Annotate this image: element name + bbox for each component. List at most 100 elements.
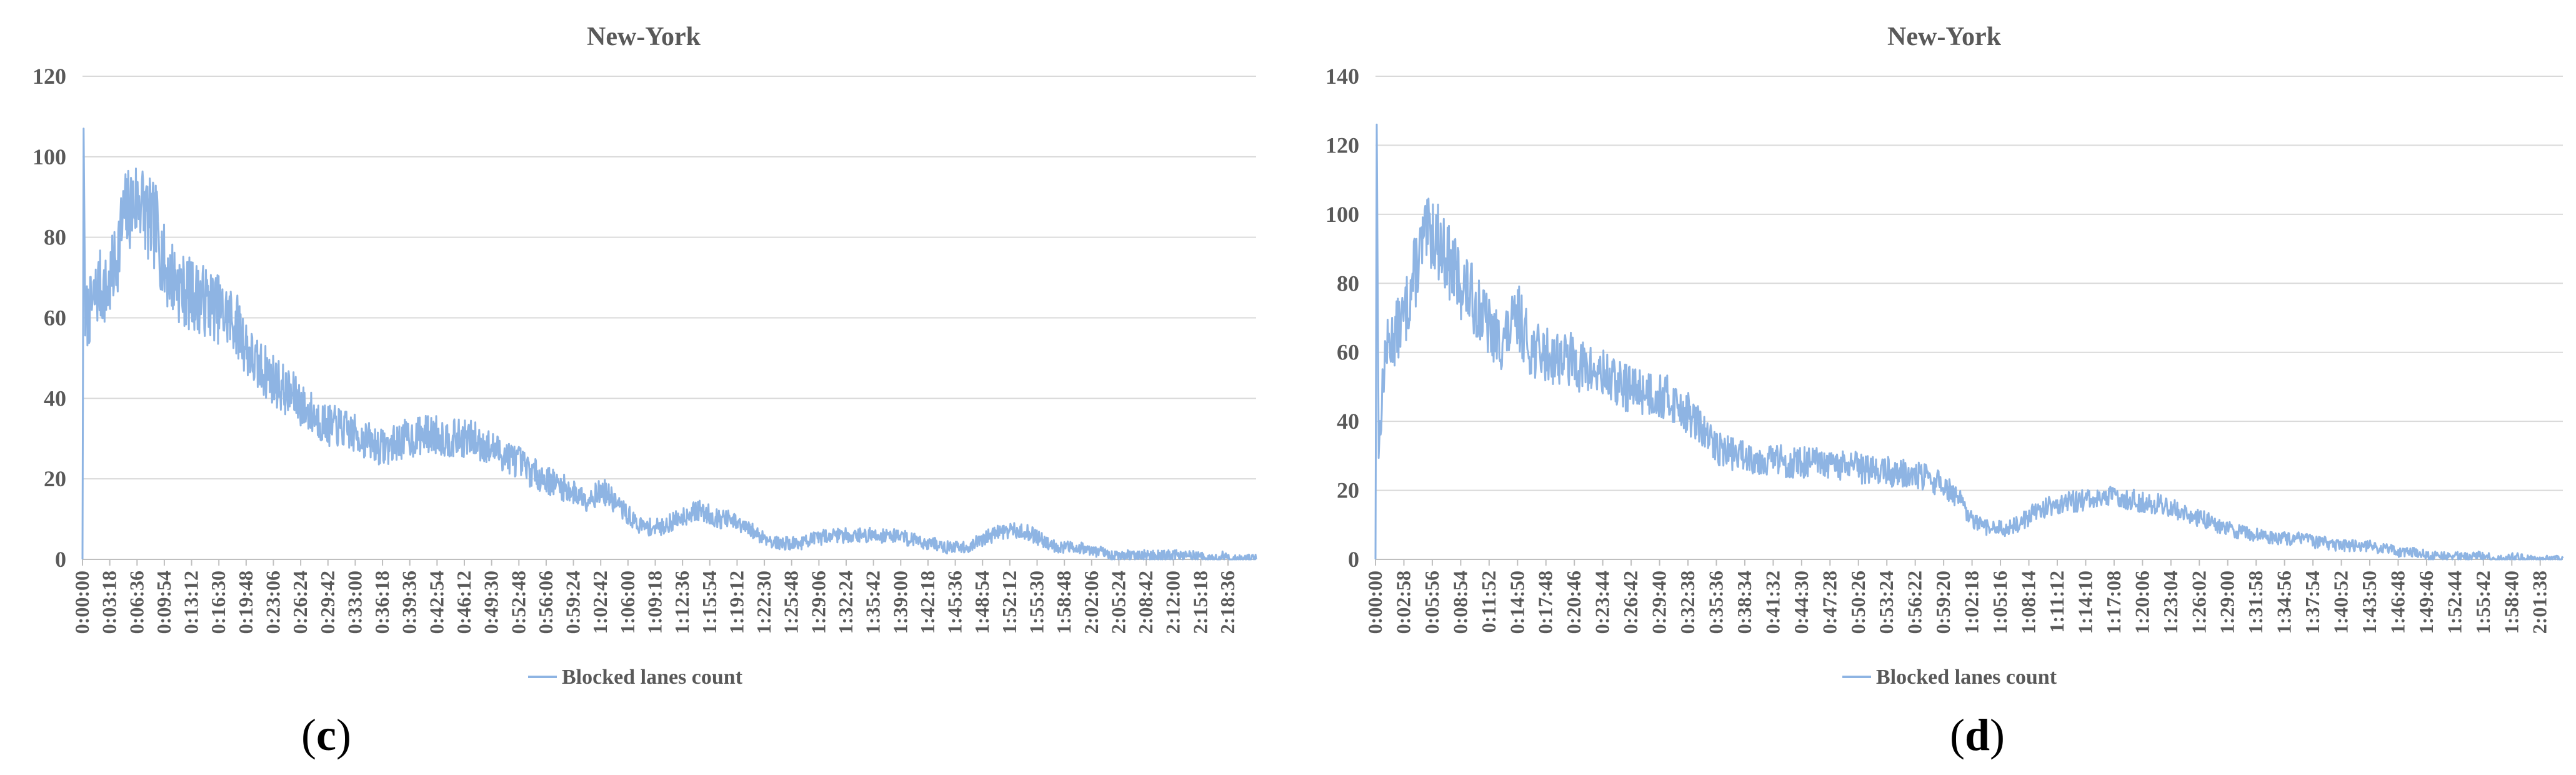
x-tick-label: 0:59:24 [562, 571, 584, 634]
x-tick-label: 0:36:18 [371, 571, 393, 634]
x-tick-label: 1:37:54 [2301, 571, 2324, 634]
y-tick-label: 120 [32, 64, 66, 89]
x-tick-label: 1:58:48 [1052, 571, 1075, 634]
x-tick-label: 1:35:42 [862, 571, 884, 634]
x-tick-label: 1:42:18 [916, 571, 939, 634]
y-tick-label: 20 [44, 466, 66, 491]
caption-letter: c [316, 710, 336, 760]
x-tick-label: 1:06:00 [616, 571, 639, 634]
x-tick-label: 0:09:54 [152, 571, 175, 634]
chart-title: New-York [1887, 22, 2002, 51]
x-tick-label: 0:56:06 [534, 571, 557, 634]
x-tick-label: 1:29:06 [807, 571, 829, 634]
x-tick-label: 1:08:14 [2017, 571, 2040, 634]
x-tick-label: 1:45:36 [944, 571, 966, 634]
x-tick-label: 0:13:12 [180, 571, 202, 634]
x-tick-label: 0:42:54 [425, 571, 447, 634]
chart-title: New-York [587, 22, 701, 51]
caption-close-paren: ) [336, 710, 351, 760]
caption-open-paren: ( [301, 710, 317, 760]
y-tick-label: 120 [1325, 132, 1359, 158]
x-tick-label: 0:02:58 [1392, 571, 1414, 634]
x-tick-label: 0:52:48 [507, 571, 529, 634]
x-tick-label: 2:18:36 [1216, 571, 1239, 634]
legend-label: Blocked lanes count [562, 666, 743, 689]
panel-caption-d: (d) [1915, 709, 2040, 761]
x-tick-label: 0:29:40 [1648, 571, 1670, 634]
x-tick-label: 1:23:04 [2159, 571, 2182, 634]
y-tick-label: 80 [44, 225, 66, 250]
x-tick-label: 0:08:54 [1449, 571, 1471, 634]
x-tick-label: 1:11:12 [2045, 571, 2068, 633]
x-tick-label: 0:32:38 [1676, 571, 1699, 634]
x-tick-label: 2:02:06 [1080, 571, 1102, 634]
y-tick-label: 40 [44, 386, 66, 411]
x-tick-label: 1:20:06 [2130, 571, 2153, 634]
y-tick-label: 100 [32, 144, 66, 169]
x-tick-label: 1:31:58 [2244, 571, 2267, 634]
x-tick-label: 1:26:02 [2187, 571, 2210, 634]
x-tick-label: 2:08:42 [1134, 571, 1157, 634]
x-tick-label: 0:38:34 [1733, 571, 1755, 634]
x-tick-label: 0:23:06 [262, 571, 284, 634]
y-tick-label: 140 [1325, 64, 1359, 89]
x-tick-label: 1:34:56 [2273, 571, 2295, 634]
x-tick-label: 0:44:30 [1790, 571, 1812, 634]
x-tick-label: 1:22:30 [752, 571, 775, 634]
x-tick-label: 0:26:24 [289, 571, 311, 634]
x-tick-label: 1:17:08 [2102, 571, 2125, 634]
chart-panel-c: New-York 0 20 40 60 80 100 120 0:00:00 0:03:18 0:0… [32, 22, 1257, 761]
y-tick-label: 20 [1337, 478, 1359, 503]
legend-label: Blocked lanes count [1876, 666, 2057, 689]
x-tick-label: 0:17:48 [1534, 571, 1557, 634]
x-tick-label: 0:00:00 [1364, 571, 1386, 634]
x-tick-label: 0:03:18 [98, 571, 121, 634]
x-tick-label: 2:01:38 [2529, 571, 2551, 634]
y-tick-label: 60 [1337, 340, 1359, 365]
x-tick-label: 1:32:24 [834, 571, 857, 634]
x-tick-label: 1:05:16 [1989, 571, 2011, 634]
x-tick-label: 1:55:42 [2472, 571, 2494, 634]
y-tick-label: 0 [1348, 547, 1359, 572]
y-tick-label: 40 [1337, 409, 1359, 434]
x-tick-label: 0:26:42 [1619, 571, 1642, 634]
caption-letter: d [1964, 710, 1990, 760]
x-tick-label: 1:15:54 [698, 571, 721, 634]
x-tick-label: 1:39:00 [889, 571, 911, 634]
x-tick-label: 0:35:36 [1704, 571, 1727, 634]
x-tick-label: 1:55:30 [1026, 571, 1048, 634]
x-tick-label: 0:19:48 [234, 571, 257, 634]
x-tick-label: 2:12:00 [1162, 571, 1184, 634]
y-tick-label: 0 [55, 547, 66, 572]
x-tick-label: 0:53:24 [1875, 571, 1897, 634]
line-chart-d: New-York 0 20 40 60 80 100 120 140 0:00:00 0:02:58… [1325, 22, 2564, 689]
x-tick-label: 0:06:36 [125, 571, 147, 634]
y-tick-label: 100 [1325, 202, 1359, 227]
y-tick-label: 80 [1337, 271, 1359, 296]
x-tick-label: 2:05:24 [1107, 571, 1129, 634]
gridlines [1375, 76, 2563, 560]
x-tick-label: 0:14:50 [1505, 571, 1528, 634]
x-tick-label: 1:52:12 [998, 571, 1021, 634]
x-tick-label: 1:25:48 [780, 571, 802, 634]
x-tick-label: 1:29:00 [2216, 571, 2239, 634]
y-tick-label: 60 [44, 306, 66, 331]
x-tick-label: 0:56:22 [1904, 571, 1926, 634]
x-tick-label: 1:02:18 [1960, 571, 1983, 634]
x-tick-label: 1:40:52 [2330, 571, 2352, 634]
x-tick-label: 0:33:00 [343, 571, 366, 634]
x-tick-label: 0:49:30 [480, 571, 502, 634]
x-tick-label: 0:00:00 [71, 571, 93, 634]
x-tick-label: 1:14:10 [2074, 571, 2096, 634]
series-line-blocked-lanes [81, 128, 1257, 561]
x-tick-label: 0:05:56 [1420, 571, 1443, 634]
series-line-blocked-lanes [1374, 123, 2564, 561]
x-tick-label: 1:52:44 [2443, 571, 2465, 634]
x-tick-label: 0:29:42 [316, 571, 339, 634]
x-tick-label: 0:41:32 [1761, 571, 1784, 634]
x-tick-label: 1:49:46 [2415, 571, 2437, 634]
x-tick-label: 1:43:50 [2358, 571, 2380, 634]
panel-caption-c: (c) [264, 709, 389, 761]
x-tick-label: 1:46:48 [2386, 571, 2409, 634]
